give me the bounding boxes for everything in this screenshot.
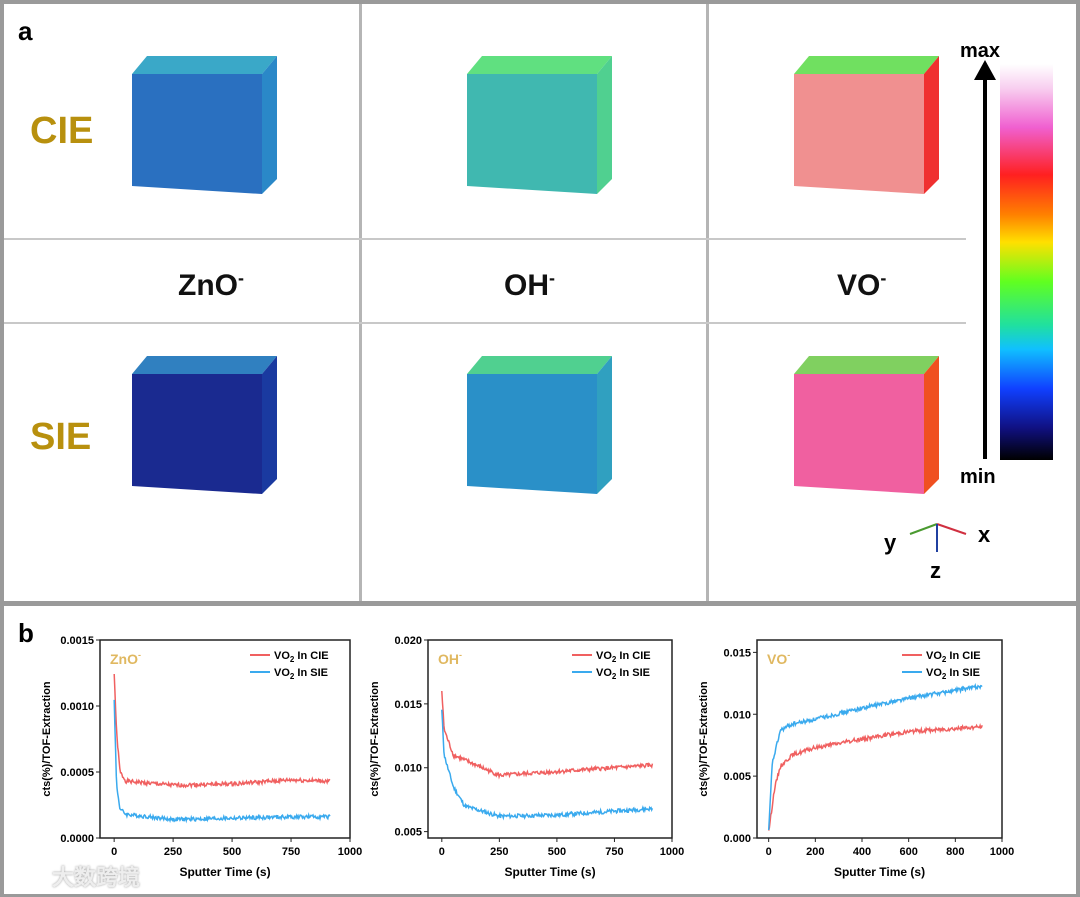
- col-label-zno: ZnO-: [178, 268, 244, 302]
- x-tick-label: 200: [806, 846, 824, 858]
- legend-label: VO2 In CIE: [926, 650, 981, 664]
- x-tick-label: 250: [164, 846, 182, 858]
- x-tick-label: 600: [899, 846, 917, 858]
- axis-x-label: x: [978, 522, 991, 547]
- x-tick-label: 0: [439, 846, 445, 858]
- x-tick-label: 750: [282, 846, 300, 858]
- panel-a: a CIE SIE ZnO- OH- VO- max min y x z: [4, 4, 1076, 601]
- cube-vo-sie: [794, 356, 939, 494]
- cube-zno-sie: [132, 356, 277, 494]
- series-line-cie: [767, 722, 983, 831]
- cube-zno-cie: [132, 56, 277, 194]
- legend-label: VO2 In SIE: [926, 667, 980, 681]
- y-tick-label: 0.015: [394, 699, 422, 711]
- plot-frame: [427, 639, 673, 839]
- x-tick-label: 0: [766, 846, 772, 858]
- y-tick-label: 0.005: [723, 771, 751, 783]
- x-tick-label: 500: [223, 846, 241, 858]
- series-line-sie: [767, 682, 983, 831]
- cube-vo-cie: [794, 56, 939, 194]
- y-axis-label: cts(%)/TOF-Extraction: [369, 681, 381, 797]
- col-label-vo: VO-: [837, 268, 887, 302]
- divider: [4, 322, 966, 324]
- x-tick-label: 250: [490, 846, 508, 858]
- chart-2: 0 200 400 600 800 1000 0.000 0.005 0.010 0.015 Spu…: [698, 639, 1014, 879]
- series-line-cie: [113, 673, 331, 790]
- chart-1: 0 250 500 750 1000 0.005 0.010 0.015 0.020 Sputte…: [369, 635, 684, 879]
- series-line-cie: [441, 690, 654, 780]
- x-tick-label: 500: [548, 846, 566, 858]
- x-tick-label: 750: [605, 846, 623, 858]
- chart-title: VO-: [767, 650, 790, 667]
- legend-label: VO2 In SIE: [274, 667, 328, 681]
- chart-0: 0 250 500 750 1000 0.0000 0.0005 0.0010 0.0015 Sp…: [41, 635, 362, 879]
- charts: 0 250 500 750 10000.00000.00050.00100.0015Sp…: [41, 635, 1014, 879]
- x-tick-label: 400: [853, 846, 871, 858]
- plot-frame: [99, 639, 351, 839]
- x-tick-label: 800: [946, 846, 964, 858]
- x-tick-label: 1000: [660, 846, 684, 858]
- row-label-cie: CIE: [30, 110, 94, 152]
- legend-label: VO2 In CIE: [596, 650, 651, 664]
- colorbar-min-label: min: [960, 466, 996, 488]
- colorbar: [1000, 64, 1053, 460]
- divider: [4, 238, 966, 240]
- y-tick-label: 0.0000: [60, 833, 94, 845]
- watermark: 大数跨境: [52, 865, 141, 890]
- axis-z-label: z: [930, 558, 941, 583]
- chart-title: OH-: [438, 650, 462, 667]
- x-axis-label: Sputter Time (s): [504, 865, 595, 879]
- y-axis-label: cts(%)/TOF-Extraction: [41, 681, 53, 797]
- series-line-sie: [113, 699, 331, 824]
- x-axis-label: Sputter Time (s): [179, 865, 270, 879]
- legend-label: VO2 In SIE: [596, 667, 650, 681]
- y-tick-label: 0.0010: [60, 701, 94, 713]
- y-tick-label: 0.005: [394, 827, 422, 839]
- plot-frame: [756, 639, 1003, 839]
- colorbar-max-label: max: [960, 40, 1001, 62]
- legend-label: VO2 In CIE: [274, 650, 329, 664]
- y-tick-label: 0.0005: [60, 767, 94, 779]
- cube-images: [132, 56, 996, 552]
- series-line-sie: [441, 709, 654, 821]
- y-tick-label: 0.015: [723, 647, 751, 659]
- axis-y-label: y: [884, 530, 897, 555]
- panel-b: b 大数跨境 0 250 500 750 1000 0.0000 0.0005 0.0010 0…: [4, 606, 1076, 894]
- chart-title: ZnO-: [110, 650, 141, 667]
- x-axis-label: Sputter Time (s): [834, 865, 925, 879]
- cube-oh-sie: [467, 356, 612, 494]
- axis-triad-icon: [909, 523, 967, 552]
- y-tick-label: 0.000: [723, 833, 751, 845]
- panel-a-letter: a: [18, 16, 33, 46]
- col-label-oh: OH-: [504, 268, 555, 302]
- y-tick-label: 0.020: [394, 635, 422, 647]
- cube-oh-cie: [467, 56, 612, 194]
- y-tick-label: 0.010: [723, 709, 751, 721]
- x-tick-label: 1000: [338, 846, 362, 858]
- colorbar-arrow-head: [974, 60, 996, 80]
- divider: [706, 4, 709, 601]
- x-tick-label: 0: [111, 846, 117, 858]
- row-label-sie: SIE: [30, 416, 92, 458]
- y-tick-label: 0.0015: [60, 635, 94, 647]
- y-axis-label: cts(%)/TOF-Extraction: [698, 681, 710, 797]
- divider: [359, 4, 362, 601]
- y-tick-label: 0.010: [394, 763, 422, 775]
- x-tick-label: 1000: [990, 846, 1014, 858]
- panel-b-letter: b: [18, 618, 34, 648]
